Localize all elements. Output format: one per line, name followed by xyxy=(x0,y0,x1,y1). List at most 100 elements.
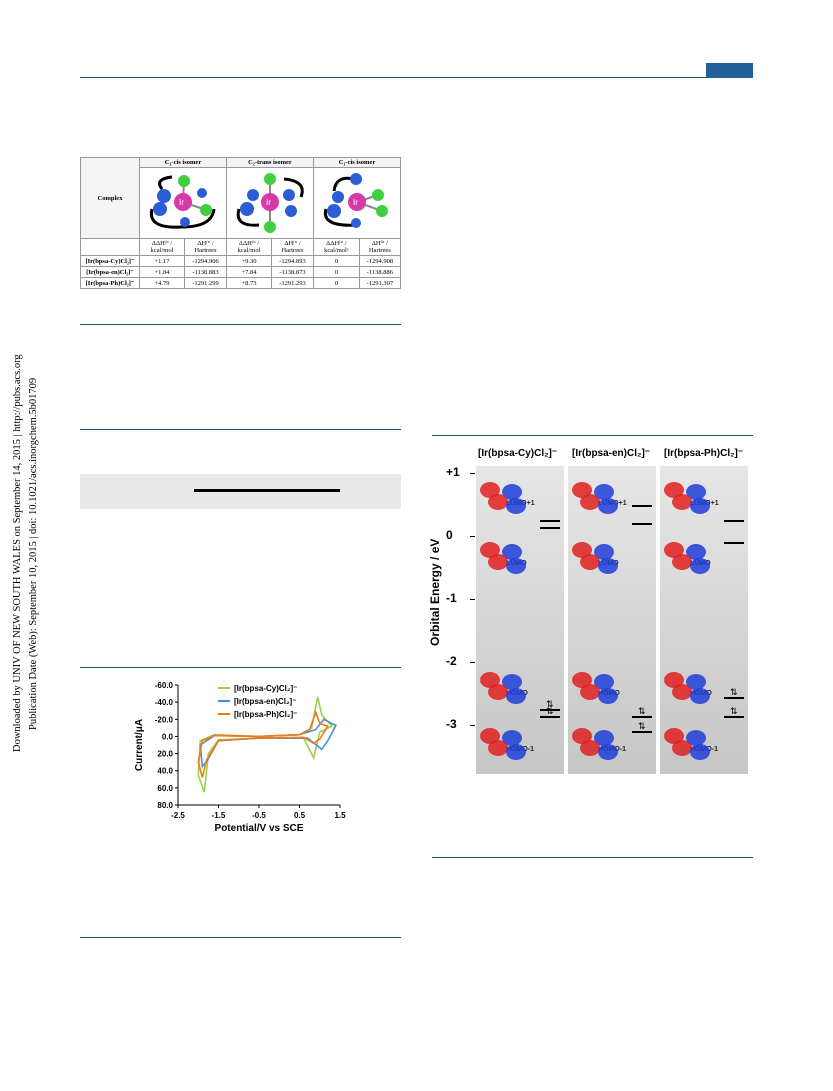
mo-col-title-1: [Ir(bpsa-Cy)Cl₂]⁻ xyxy=(478,448,558,459)
mo-column-3 xyxy=(660,466,748,774)
orbital-lobe xyxy=(502,544,522,560)
complex-header: Complex xyxy=(80,157,140,239)
mo-diagram: Orbital Energy / eV [Ir(bpsa-Cy)Cl₂]⁻ [I… xyxy=(428,446,753,778)
orbital-lobe xyxy=(594,674,614,690)
cv-series-line xyxy=(197,710,330,778)
journal-tab xyxy=(706,63,753,78)
table-cell: 0 xyxy=(313,266,360,278)
table-cell: -1294.906 xyxy=(184,255,227,267)
y-tick-label: 80.0 xyxy=(157,801,173,810)
orbital-lobe xyxy=(506,558,526,574)
rule-right-2 xyxy=(432,857,753,858)
structure-cis-2: Ir xyxy=(313,167,401,239)
subheader-3: ΔΔHᶠ° / kcal/mol xyxy=(226,238,272,256)
electron-pair-icon: ⇅ xyxy=(546,706,554,717)
orbital-lobe xyxy=(686,484,706,500)
y-axis-label: Current/μA xyxy=(134,719,145,771)
scheme-bar xyxy=(194,489,340,492)
electron-pair-icon: ⇅ xyxy=(546,700,554,711)
table-cell: -1291.299 xyxy=(184,277,227,289)
blank-cell xyxy=(80,238,140,256)
mo-level-lumo1 xyxy=(632,504,652,507)
x-axis-label: Potential/V vs SCE xyxy=(215,823,304,834)
orbital-lobe xyxy=(598,558,618,574)
orbital-lobe xyxy=(686,730,706,746)
scheme-placeholder xyxy=(80,474,401,509)
table-cell: -1294.893 xyxy=(271,255,314,267)
legend-label: [Ir(bpsa-Ph)Cl₂]⁻ xyxy=(234,710,297,719)
x-tick-label: -1.5 xyxy=(212,811,226,820)
mo-y-tick-label: -3 xyxy=(446,717,457,731)
table-cell: +7.84 xyxy=(226,266,272,278)
mo-y-label: Orbital Energy / eV xyxy=(428,538,442,646)
mo-level-lumo xyxy=(540,526,560,529)
orbital-lobe xyxy=(686,674,706,690)
orbital-lobe xyxy=(506,498,526,514)
svg-text:Ir: Ir xyxy=(266,198,271,207)
y-tick-label: -20.0 xyxy=(155,715,174,724)
y-tick-label: -60.0 xyxy=(155,681,174,690)
rule-left-3 xyxy=(80,667,401,668)
mo-y-tick xyxy=(470,599,475,600)
download-line-2: Publication Date (Web): September 10, 20… xyxy=(28,377,39,730)
table-cell: +9.30 xyxy=(226,255,272,267)
mo-y-tick-label: -2 xyxy=(446,654,457,668)
orbital-lobe xyxy=(580,684,600,700)
orbital-lobe xyxy=(598,744,618,760)
orbital-lobe xyxy=(580,554,600,570)
row-name: [Ir(bpsa-Cy)Cl₂]⁻ xyxy=(80,255,140,267)
table-cell: -1138.883 xyxy=(184,266,227,278)
table-cell: +1.17 xyxy=(139,255,185,267)
header-rule xyxy=(80,77,753,78)
x-tick-label: 1.5 xyxy=(334,811,346,820)
subheader-1: ΔΔHᶠ° / kcal/mol xyxy=(139,238,185,256)
y-tick-label: 20.0 xyxy=(157,750,173,759)
y-tick-label: 60.0 xyxy=(157,784,173,793)
orbital-lobe xyxy=(488,684,508,700)
table-cell: +1.84 xyxy=(139,266,185,278)
table-cell: -1138.873 xyxy=(271,266,314,278)
mo-level-homo xyxy=(724,696,744,699)
orbital-lobe xyxy=(502,730,522,746)
table-cell: 0 xyxy=(313,255,360,267)
mo-col-title-3: [Ir(bpsa-Ph)Cl₂]⁻ xyxy=(664,448,744,459)
x-tick-label: 0.5 xyxy=(294,811,306,820)
mo-level-homo xyxy=(632,715,652,718)
orbital-lobe xyxy=(672,684,692,700)
mo-y-tick-label: +1 xyxy=(446,465,460,479)
subheader-6: ΔHᶠ° / Hartrees xyxy=(358,238,402,256)
orbital-lobe xyxy=(672,554,692,570)
y-tick-label: 40.0 xyxy=(157,767,173,776)
x-tick-label: -2.5 xyxy=(171,811,185,820)
isomer-header-2: C₂-trans isomer xyxy=(226,157,314,168)
orbital-lobe xyxy=(686,544,706,560)
mo-level-homo1 xyxy=(724,715,744,718)
mo-level-lumo xyxy=(724,542,744,545)
orbital-lobe xyxy=(506,688,526,704)
mo-col-title-2: [Ir(bpsa-en)Cl₂]⁻ xyxy=(572,448,651,459)
electron-pair-icon: ⇅ xyxy=(638,706,646,717)
mo-y-tick xyxy=(470,536,475,537)
mo-level-lumo xyxy=(632,523,652,526)
mo-y-tick xyxy=(470,662,475,663)
orbital-lobe xyxy=(580,740,600,756)
isomer-header-3: C₁-cis isomer xyxy=(313,157,401,168)
download-line-1: Downloaded by UNIV OF NEW SOUTH WALES on… xyxy=(12,354,23,752)
orbital-lobe xyxy=(690,498,710,514)
orbital-lobe xyxy=(690,688,710,704)
rule-left-1 xyxy=(80,324,401,325)
table-cell: +8.73 xyxy=(226,277,272,289)
orbital-lobe xyxy=(502,674,522,690)
subheader-4: ΔHᶠ° / Hartrees xyxy=(271,238,314,256)
orbital-lobe xyxy=(594,730,614,746)
row-name: [Ir(bpsa-Ph)Cl₂]⁻ xyxy=(80,277,140,289)
rule-left-4 xyxy=(80,937,401,938)
orbital-lobe xyxy=(502,484,522,500)
legend-label: [Ir(bpsa-en)Cl₂]⁻ xyxy=(234,697,296,706)
electron-pair-icon: ⇅ xyxy=(730,687,738,698)
mo-y-tick-label: -1 xyxy=(446,591,457,605)
orbital-lobe xyxy=(594,484,614,500)
isomer-header-1: C₁-cis isomer xyxy=(139,157,227,168)
mo-y-tick xyxy=(470,725,475,726)
orbital-lobe xyxy=(488,740,508,756)
